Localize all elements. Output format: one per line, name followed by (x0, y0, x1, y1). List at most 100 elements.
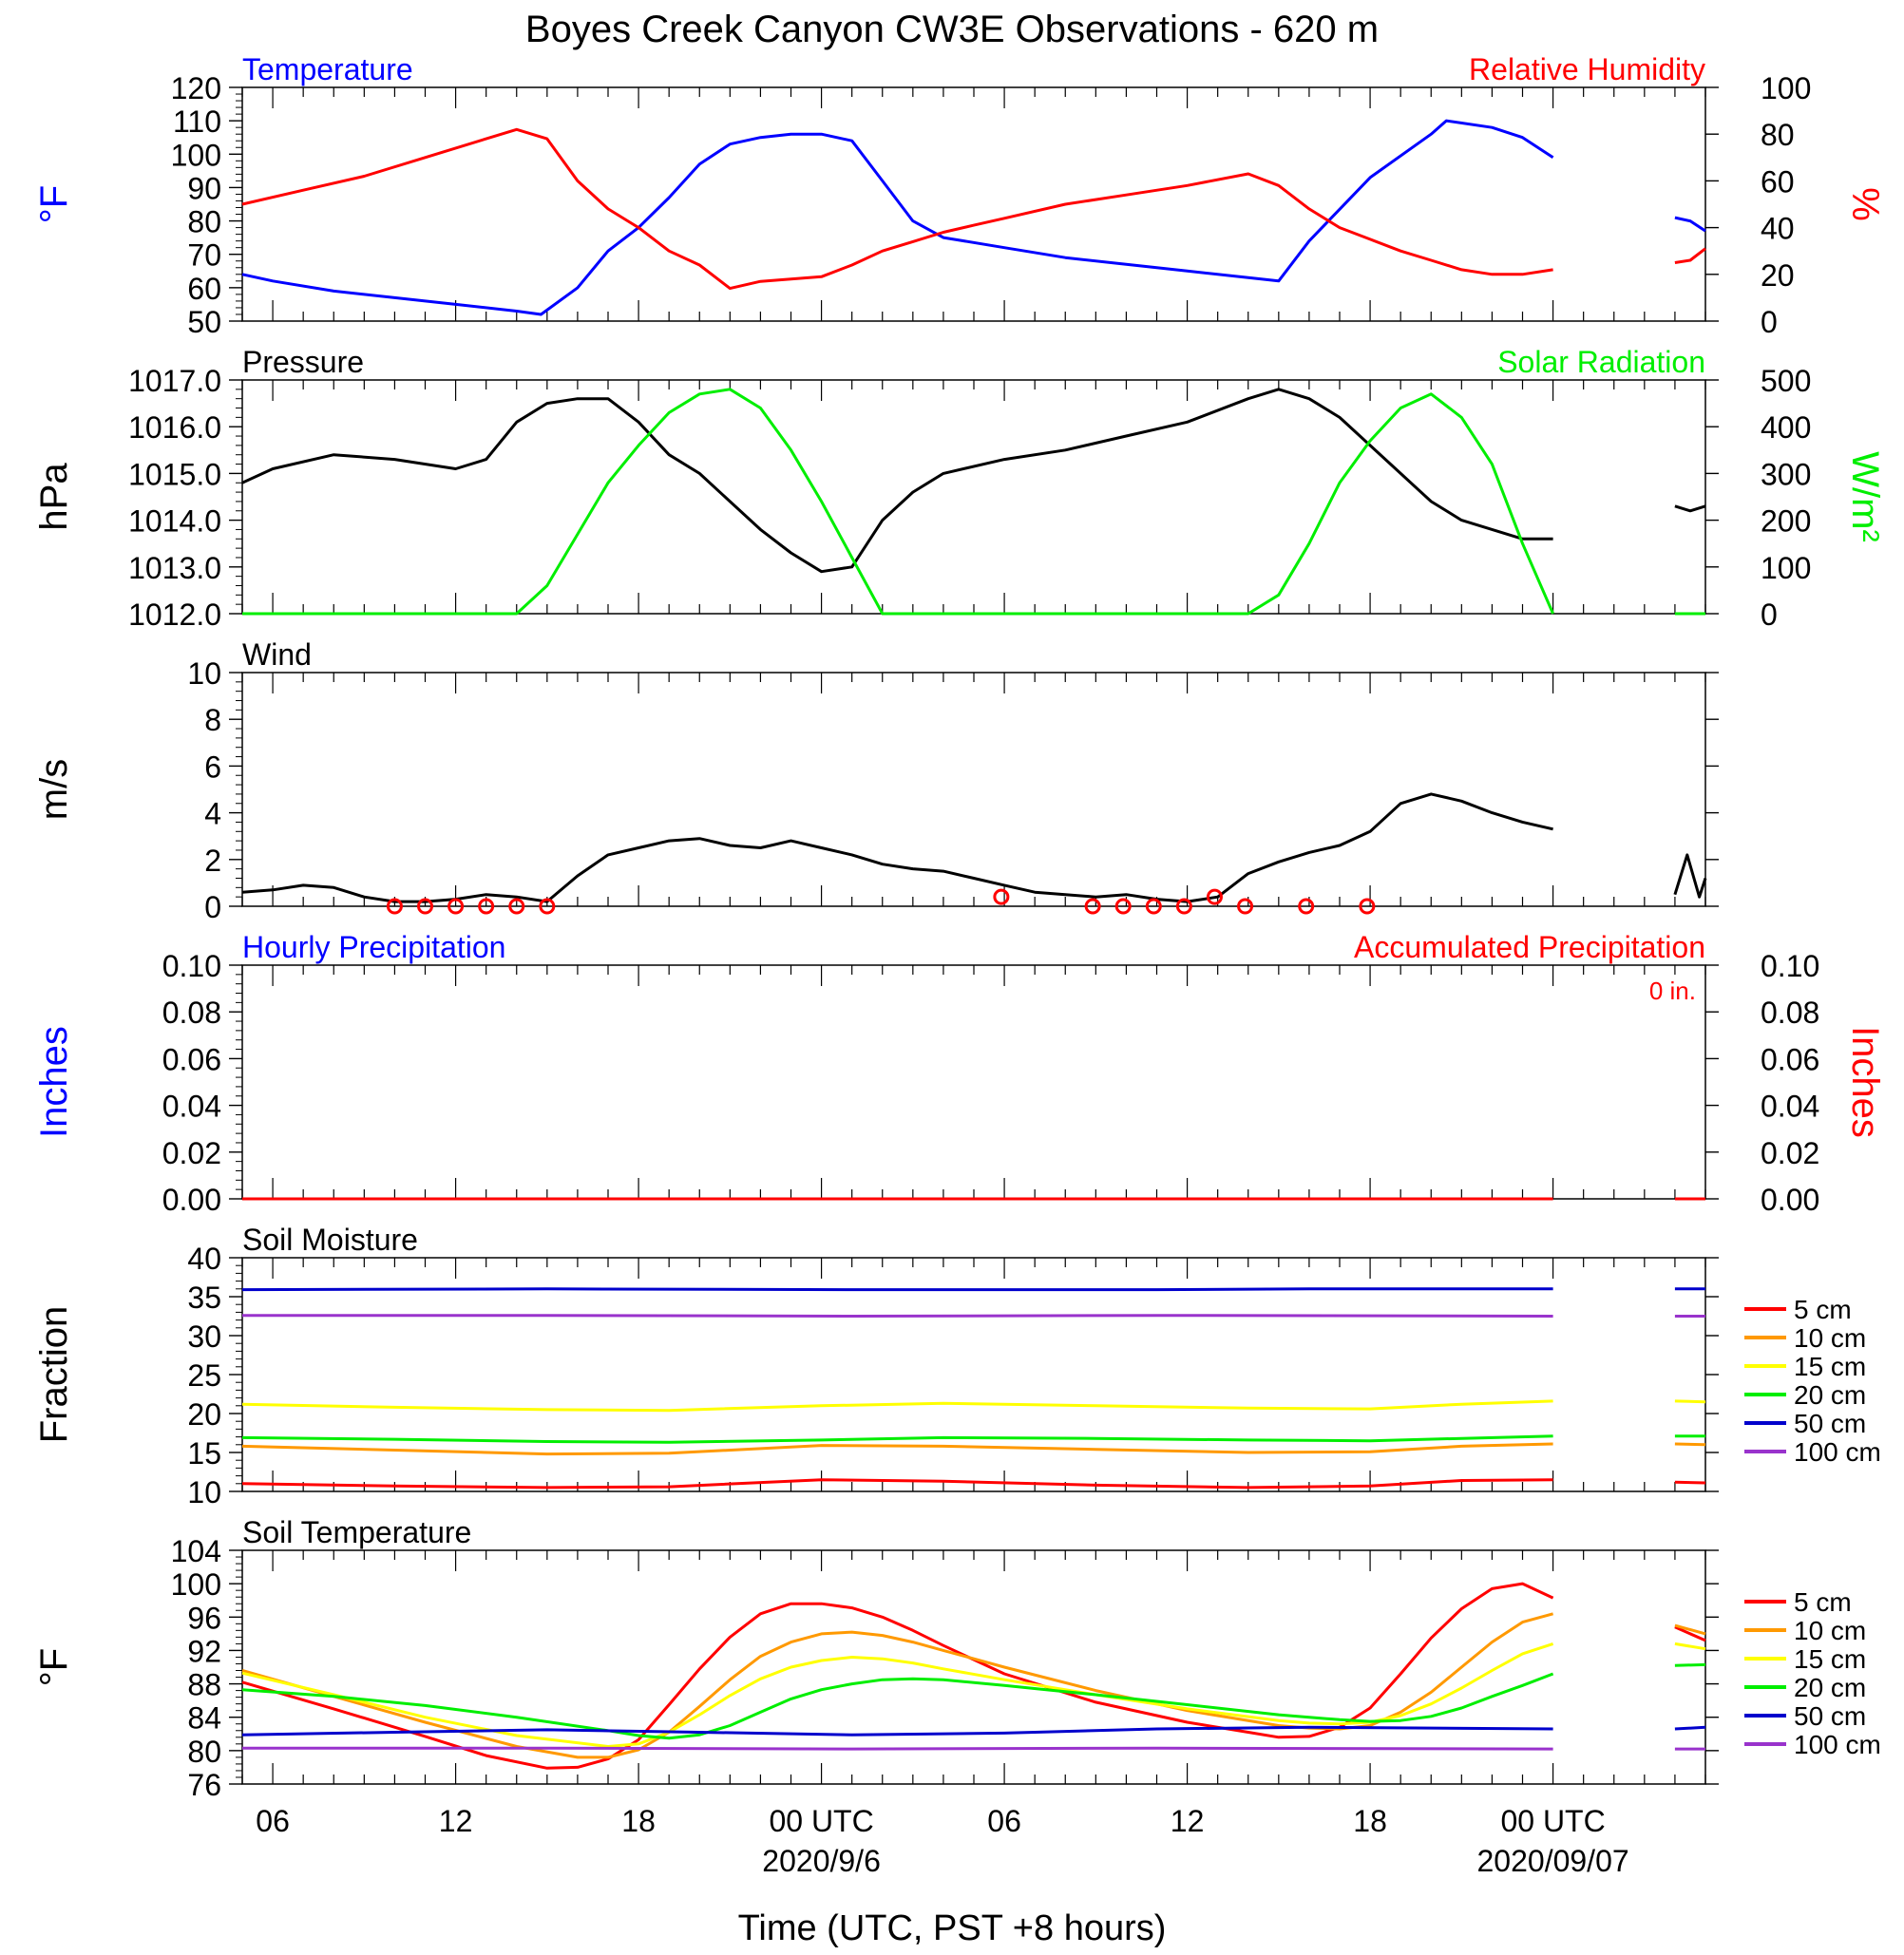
series-line-20-cm (241, 1672, 1554, 1740)
series-line-100-cm (242, 1314, 1553, 1318)
series-line-50-cm (241, 1725, 1553, 1737)
panel-title-left: Hourly Precipitation (242, 930, 505, 964)
panel-title-right: Solar Radiation (1497, 345, 1705, 379)
y-tick-label-left: 96 (187, 1601, 221, 1635)
y-axis-label-right: W/m² (1844, 451, 1886, 542)
calm-wind-marker (508, 898, 525, 915)
calm-wind-marker (993, 888, 1010, 905)
y-tick-label-right: 200 (1761, 504, 1811, 539)
y-tick-label-left: 80 (187, 205, 221, 239)
series-line-5-cm (241, 1478, 1553, 1490)
calm-wind-marker (478, 898, 495, 915)
panel-title-left: Soil Moisture (242, 1223, 418, 1257)
legend-label: 15 cm (1794, 1644, 1866, 1674)
legend-label: 10 cm (1794, 1616, 1866, 1645)
x-tick-label: 06 (256, 1804, 290, 1838)
legend-label: 100 cm (1794, 1437, 1881, 1467)
legend-label: 5 cm (1794, 1587, 1852, 1617)
series-line-15-cm (1674, 1642, 1706, 1651)
calm-wind-marker (1084, 898, 1101, 915)
y-tick-label-left: 0 (204, 890, 221, 924)
panel-frame (241, 964, 1706, 1200)
x-tick-label: 00 UTC (769, 1804, 873, 1838)
y-tick-label-left: 1013.0 (128, 551, 221, 585)
calm-wind-marker (1298, 898, 1315, 915)
y-axis-label-left: °F (33, 1648, 75, 1686)
series-line-10-cm (241, 1612, 1553, 1759)
y-axis-label-left: Inches (33, 1026, 75, 1138)
y-axis-label-left: hPa (33, 463, 75, 531)
y-axis-label-left: m/s (33, 759, 75, 820)
y-tick-label-left: 120 (171, 71, 221, 105)
series-line-15-cm (1674, 1399, 1706, 1404)
calm-wind-marker (386, 898, 403, 915)
x-date-label: 2020/09/07 (1477, 1844, 1629, 1878)
y-tick-label-left: 2 (204, 844, 221, 878)
y-tick-label-left: 8 (204, 703, 221, 737)
chart-title: Boyes Creek Canyon CW3E Observations - 6… (525, 9, 1379, 50)
y-tick-label-left: 1016.0 (128, 410, 221, 445)
legend-label: 10 cm (1794, 1323, 1866, 1353)
time-axis: 06 12 18 00 UTC 06 12 18 00 UTC 2020/9/6 2020/09/… (256, 1804, 1628, 1878)
y-tick-label-left: 76 (187, 1768, 221, 1802)
series-line-50-cm (241, 1287, 1553, 1292)
y-tick-label-right: 300 (1761, 457, 1811, 491)
y-tick-label-left: 10 (187, 656, 221, 691)
calm-wind-marker (1206, 888, 1223, 905)
x-tick-label: 18 (621, 1804, 656, 1838)
series-line-10-cm (1674, 1442, 1706, 1447)
calm-wind-marker (1175, 898, 1192, 915)
y-tick-label-left: 104 (171, 1534, 221, 1568)
calm-wind-marker (1359, 898, 1376, 915)
y-axis-label-right: % (1844, 187, 1886, 221)
calm-wind-marker (447, 898, 465, 915)
y-tick-label-right: 0.02 (1761, 1136, 1819, 1170)
y-tick-label-left: 1015.0 (128, 457, 221, 491)
y-tick-label-right: 400 (1761, 410, 1811, 445)
series-line-50-cm (1674, 1725, 1706, 1731)
y-tick-label-left: 84 (187, 1701, 221, 1736)
y-tick-label-left: 40 (187, 1242, 221, 1276)
y-tick-label-left: 92 (187, 1634, 221, 1668)
legend-label: 5 cm (1794, 1295, 1852, 1324)
x-tick-label: 12 (1171, 1804, 1205, 1838)
y-tick-label-left: 1014.0 (128, 504, 221, 539)
y-tick-label-left: 1012.0 (128, 598, 221, 632)
y-tick-label-left: 0.00 (162, 1183, 221, 1217)
y-tick-label-left: 60 (187, 272, 221, 306)
y-tick-label-left: 70 (187, 238, 221, 273)
panel-frame (241, 672, 1706, 907)
y-tick-label-left: 0.06 (162, 1042, 221, 1076)
panel-title-left: Pressure (242, 345, 364, 379)
y-tick-label-right: 0 (1761, 598, 1778, 632)
y-tick-label-right: 40 (1761, 212, 1795, 246)
calm-wind-marker (417, 898, 433, 915)
y-tick-label-left: 0.10 (162, 949, 221, 983)
y-tick-label-left: 50 (187, 305, 221, 339)
y-axis-label-left: °F (33, 185, 75, 223)
y-tick-label-right: 0 (1761, 305, 1778, 339)
calm-wind-marker (1237, 898, 1254, 915)
series-line-relative-humidity (1674, 247, 1706, 264)
legend-label: 50 cm (1794, 1701, 1866, 1731)
chart-panels: 5060708090100110120020406080100Temperatu… (33, 52, 1886, 1802)
series-line-relative-humidity (241, 127, 1553, 291)
y-tick-label-left: 6 (204, 750, 221, 784)
legend-label: 20 cm (1794, 1673, 1866, 1702)
x-axis-label: Time (UTC, PST +8 hours) (738, 1908, 1167, 1948)
panel-title-left: Wind (242, 637, 312, 672)
series-line-15-cm (241, 1642, 1554, 1748)
y-tick-label-right: 100 (1761, 71, 1811, 105)
y-tick-label-left: 100 (171, 1567, 221, 1602)
series-line-10-cm (1674, 1623, 1706, 1636)
panel-title-right: Relative Humidity (1469, 52, 1705, 86)
y-axis-label-right: Inches (1844, 1026, 1886, 1138)
y-tick-label-right: 0.04 (1761, 1090, 1819, 1124)
panel-title-left: Soil Temperature (242, 1515, 471, 1549)
y-tick-label-left: 4 (204, 797, 221, 831)
panel-title-left: Temperature (242, 52, 413, 86)
panel-1: 5060708090100110120020406080100Temperatu… (33, 52, 1886, 339)
y-tick-label-left: 35 (187, 1281, 221, 1315)
